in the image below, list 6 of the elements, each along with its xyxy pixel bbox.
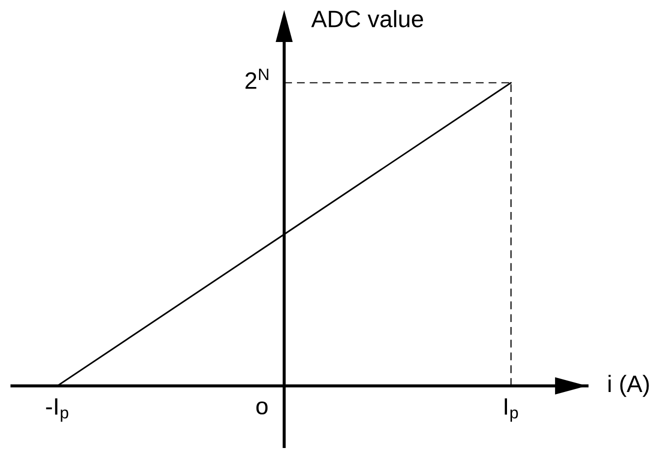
x-tick-label: I$_{p}$ [504,398,518,422]
ref-line-label: 2$^{N}$ [246,68,268,89]
x-axis-title: i (A) [608,374,649,397]
y-axis-title: ADC value [311,10,423,28]
x-tick-label: -I$_{p}$ [46,398,68,422]
text: o [256,401,268,414]
